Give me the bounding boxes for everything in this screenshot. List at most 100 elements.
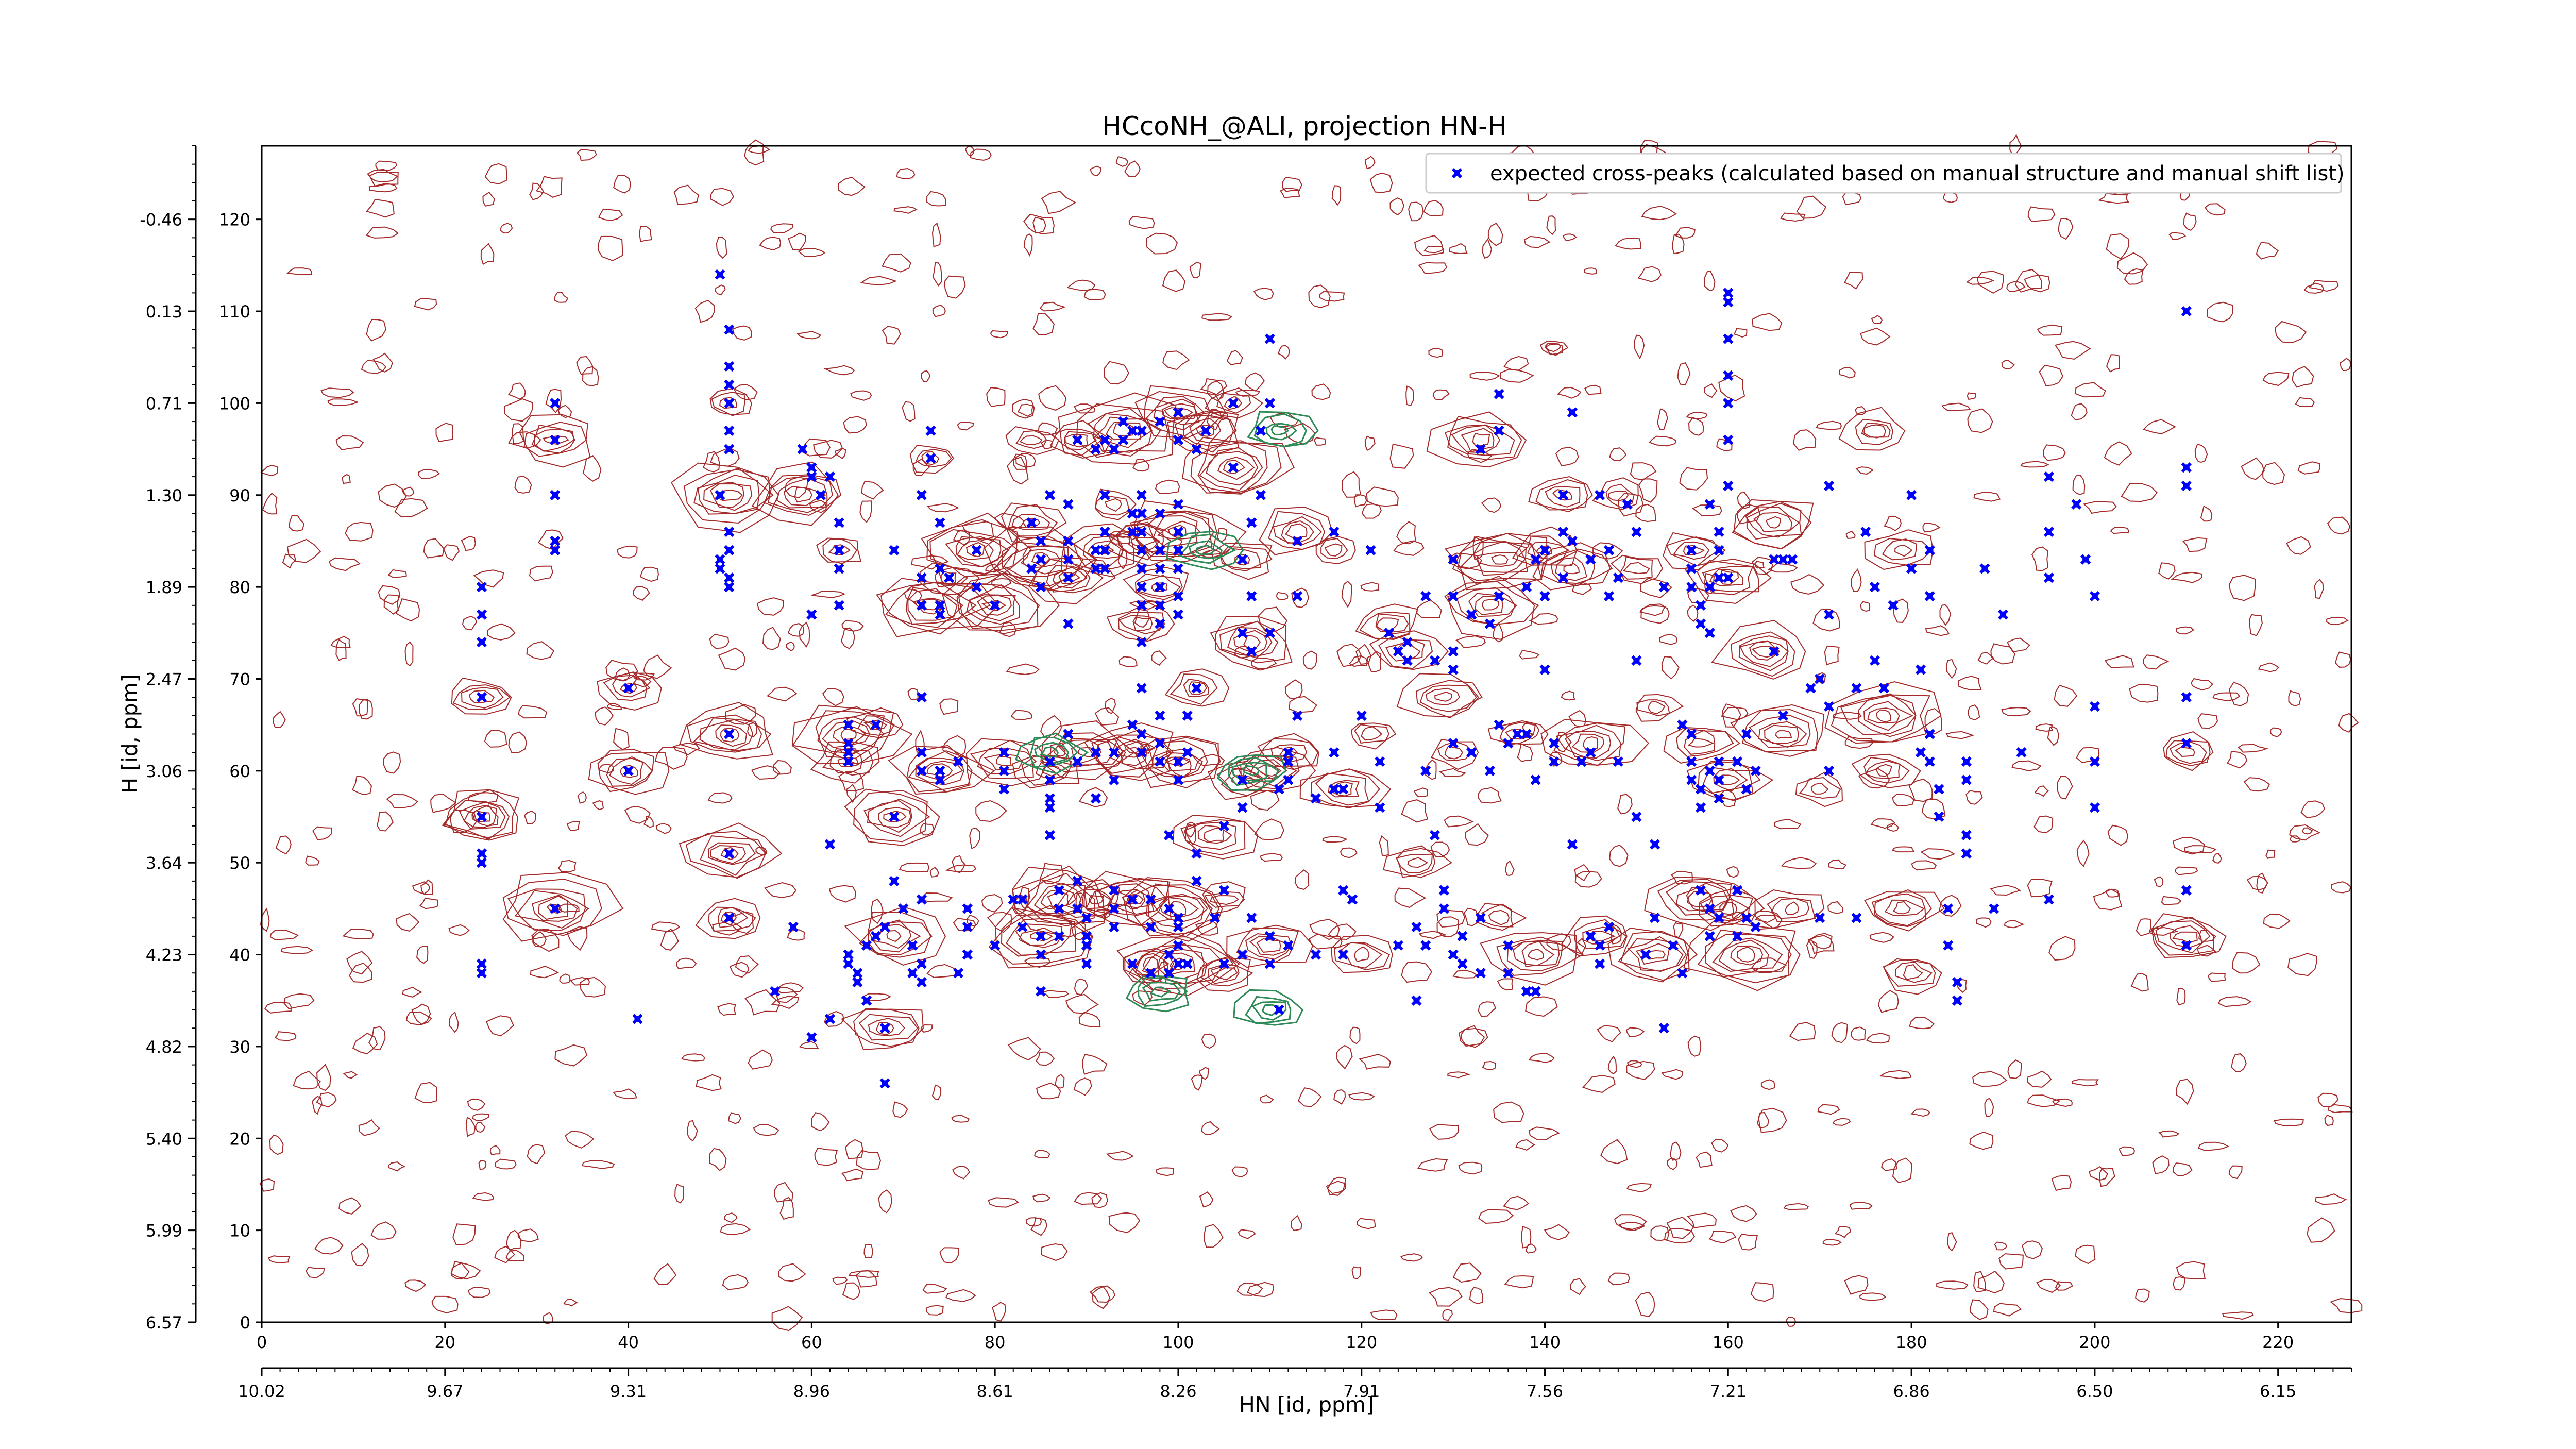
noise-contour: [2027, 206, 2056, 222]
expected-peak-point: [2089, 591, 2100, 602]
peak-marker-core: [1597, 942, 1603, 949]
noise-contour: [798, 248, 826, 257]
noise-contour: [1972, 1071, 2008, 1087]
noise-contour: [1816, 420, 1842, 430]
peak-contour: [1005, 426, 1060, 456]
noise-contour: [1201, 1121, 1220, 1135]
peak-contour: [1140, 737, 1221, 789]
expected-peak-point: [788, 921, 799, 933]
noise-contour: [728, 1112, 741, 1124]
expected-peak-point: [724, 526, 735, 537]
peak-marker-core: [1606, 547, 1613, 553]
expected-peak-point: [1164, 968, 1175, 979]
peak-contour: [519, 414, 591, 468]
peak-contour: [1249, 935, 1292, 956]
peak-marker-core: [1239, 951, 1246, 958]
noise-contour: [1389, 443, 1414, 469]
noise-contour: [2183, 212, 2197, 231]
peak-contour: [1425, 687, 1460, 705]
peak-marker-core: [478, 860, 485, 866]
expected-peak-point: [1521, 582, 1532, 593]
noise-contour: [545, 389, 562, 414]
peak-contour: [1003, 545, 1069, 577]
noise-contour: [1348, 655, 1368, 667]
peak-marker-core: [1597, 961, 1603, 967]
noise-contour: [267, 1255, 291, 1263]
peak-contour: [1058, 392, 1177, 465]
expected-peak-point: [2043, 526, 2055, 537]
peak-marker-core: [1147, 970, 1154, 976]
noise-contour: [527, 1144, 546, 1165]
noise-contour: [1664, 1228, 1695, 1244]
expected-peak-point: [623, 683, 634, 694]
expected-peak-point: [1191, 444, 1202, 454]
noise-contour: [2024, 275, 2050, 293]
peak-marker-core: [1486, 767, 1493, 774]
noise-contour: [2290, 835, 2301, 843]
peak-marker-core: [845, 961, 852, 967]
noise-contour: [504, 398, 533, 422]
expected-peak-point: [1557, 526, 1569, 537]
noise-contour: [368, 172, 399, 188]
noise-contour: [1860, 601, 1871, 612]
peak-contour: [1684, 730, 1716, 755]
peak-contour: [768, 475, 833, 513]
expected-peak-point: [1658, 1023, 1669, 1034]
peak-marker-core: [726, 547, 733, 553]
peak-marker-core: [726, 575, 733, 581]
peak-contour: [1299, 768, 1392, 808]
y-ppm-tick-label: 4.23: [146, 946, 182, 965]
peak-contour: [867, 919, 921, 953]
noise-contour: [716, 237, 727, 259]
expected-peak-point: [962, 949, 973, 960]
peak-contour: [915, 757, 965, 786]
expected-peak-point: [2181, 480, 2192, 492]
expected-peak-point: [1283, 940, 1294, 951]
noise-contour: [943, 275, 966, 299]
y-index-tick-label: 80: [229, 578, 250, 597]
expected-peak-point: [1695, 802, 1706, 813]
noise-contour: [2265, 849, 2276, 859]
expected-peak-point: [1237, 949, 1248, 960]
noise-contour: [1432, 389, 1450, 400]
noise-contour: [733, 384, 758, 401]
noise-contour: [2097, 193, 2129, 204]
noise-contour: [1073, 1077, 1092, 1096]
peak-contour: [1709, 568, 1743, 586]
noise-contour: [305, 855, 320, 866]
noise-contour: [1436, 909, 1465, 928]
peak-marker-core: [882, 924, 888, 931]
x-index-tick-label: 220: [2262, 1333, 2294, 1352]
peak-contour: [1001, 914, 1077, 957]
noise-contour: [535, 176, 563, 198]
noise-contour: [1718, 374, 1745, 402]
peak-contour: [908, 750, 971, 793]
noise-contour: [1280, 188, 1300, 198]
peak-marker-core: [478, 694, 485, 701]
noise-contour: [1828, 859, 1847, 870]
peak-marker-core: [1880, 685, 1887, 692]
peak-marker-core: [552, 400, 558, 407]
peak-contour: [2163, 731, 2214, 771]
peak-contour: [1183, 679, 1209, 698]
peak-marker-core: [1578, 759, 1585, 765]
noise-contour: [1884, 516, 1902, 532]
peak-contour: [1775, 730, 1792, 739]
expected-peak-point: [1063, 618, 1074, 629]
expected-peak-point: [1943, 940, 1954, 951]
peak-contour: [1385, 639, 1426, 662]
expected-peak-point: [1218, 958, 1230, 969]
noise-contour: [2173, 1162, 2193, 1176]
peak-contour: [1894, 961, 1933, 983]
peak-marker-core: [1422, 593, 1429, 599]
expected-peak-point: [834, 600, 844, 611]
noise-contour: [1661, 656, 1680, 680]
noise-contour: [613, 728, 630, 750]
expected-peak-point: [1732, 931, 1743, 942]
noise-contour: [1570, 1278, 1586, 1295]
peak-contour: [468, 689, 495, 704]
peak-marker-core: [1129, 896, 1136, 903]
peak-marker-core: [1954, 979, 1961, 986]
y-ppm-tick-label: 4.82: [146, 1037, 182, 1057]
peak-contour: [956, 573, 1039, 634]
